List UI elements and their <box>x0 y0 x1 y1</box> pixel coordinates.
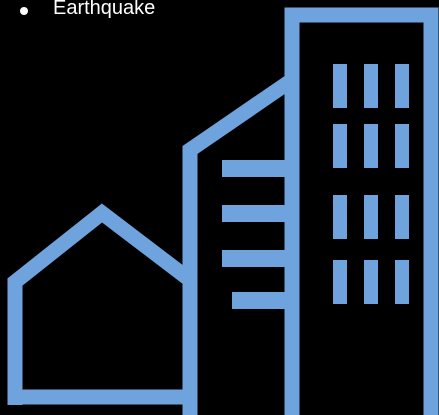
window <box>333 260 347 304</box>
window <box>333 124 347 168</box>
window <box>395 64 409 108</box>
bullet-text: Earthquake <box>53 0 156 19</box>
floor-slab-4 <box>232 292 292 309</box>
window <box>364 260 378 304</box>
window <box>333 195 347 239</box>
floor-slab-2 <box>222 205 292 222</box>
house-outline <box>7 203 195 405</box>
window <box>395 124 409 168</box>
bullet-dot <box>20 7 28 15</box>
bullet-list: Earthquake <box>0 0 439 28</box>
window <box>364 124 378 168</box>
mid-building-outline <box>182 73 297 415</box>
window <box>395 195 409 239</box>
tall-building-outline <box>284 7 439 415</box>
floor-slab-3 <box>222 250 292 267</box>
window <box>364 64 378 108</box>
window <box>395 260 409 304</box>
window <box>333 64 347 108</box>
floor-slab-1 <box>222 160 292 177</box>
window <box>364 195 378 239</box>
